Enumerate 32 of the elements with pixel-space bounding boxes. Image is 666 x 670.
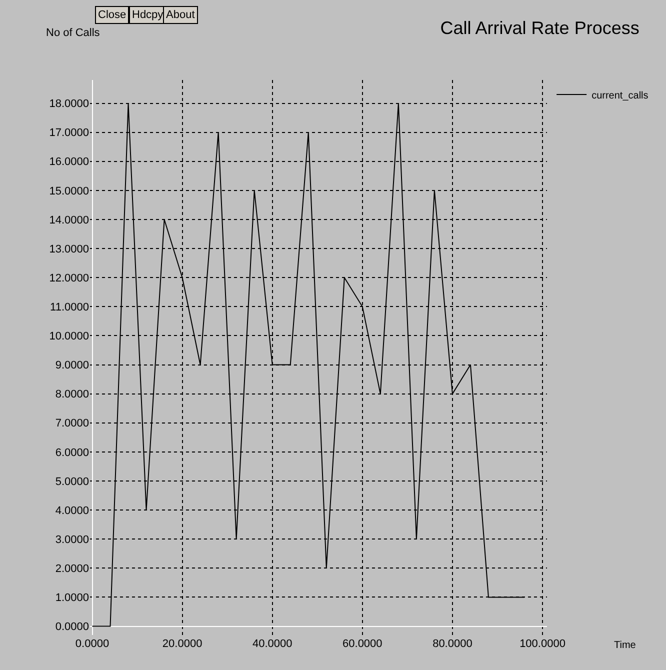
x-tick-label: 80.0000 (432, 638, 472, 650)
y-axis-title: No of Calls (46, 27, 100, 39)
y-tick-label: 11.0000 (50, 302, 89, 314)
chart-title: Call Arrival Rate Process (440, 18, 640, 38)
y-tick-label: 18.0000 (49, 98, 89, 110)
y-tick-label: 17.0000 (49, 127, 89, 140)
text: About (166, 9, 195, 21)
y-tick-label: 13.0000 (49, 243, 89, 256)
y-tick-label: 1.0000 (55, 592, 89, 604)
y-tick-label: 4.0000 (55, 504, 89, 517)
y-tick-label: 15.0000 (49, 185, 89, 198)
text: Close (98, 9, 126, 21)
y-tick-label: 10.0000 (49, 330, 89, 343)
text: Hdcpy (132, 9, 164, 21)
y-tick-label: 12.0000 (49, 272, 89, 284)
y-tick-label: 5.0000 (55, 476, 89, 488)
y-tick-label: 6.0000 (55, 446, 89, 459)
y-tick-label: 0.0000 (55, 621, 89, 634)
y-tick-label: 2.0000 (55, 563, 89, 576)
y-tick-label: 8.0000 (55, 388, 89, 401)
x-tick-label: 0.0000 (75, 638, 110, 650)
y-tick-label: 7.0000 (55, 418, 89, 430)
y-tick-label: 3.0000 (55, 534, 89, 546)
x-tick-label: 100.0000 (520, 638, 566, 650)
x-tick-label: 60.0000 (342, 638, 382, 650)
y-tick-label: 16.0000 (49, 156, 89, 168)
y-tick-label: 9.0000 (55, 360, 89, 372)
y-tick-label: 14.0000 (49, 214, 89, 226)
x-tick-label: 40.0000 (252, 638, 292, 650)
x-axis-title: Time (614, 640, 636, 651)
legend-label: current_calls (592, 90, 648, 102)
x-tick-label: 20.0000 (162, 638, 202, 650)
